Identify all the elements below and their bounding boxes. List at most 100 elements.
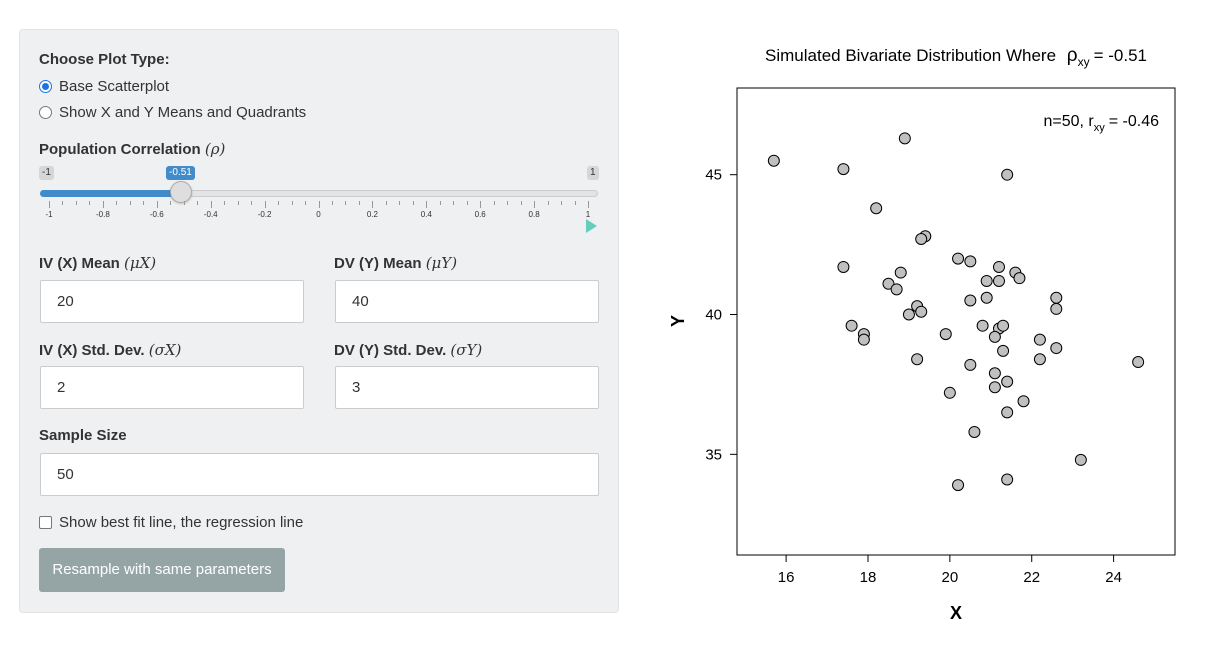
slider-tick-minor xyxy=(561,201,563,205)
slider-tick-minor xyxy=(224,201,226,205)
iv-mean-input[interactable]: 20 xyxy=(40,280,304,323)
radio-label: Base Scatterplot xyxy=(59,78,170,95)
data-point xyxy=(997,319,1010,332)
slider-tick-major xyxy=(534,201,536,208)
data-point xyxy=(980,291,993,304)
data-point xyxy=(988,367,1001,380)
slider-tick-minor xyxy=(116,201,118,205)
slider-tick-major xyxy=(426,201,428,208)
correlation-label-text: Population Correlation xyxy=(39,141,201,158)
slider-tick-minor xyxy=(507,201,509,205)
slider-tick-minor xyxy=(358,201,360,205)
radio-button-selected[interactable] xyxy=(39,80,52,93)
slider-tick-label: -0.4 xyxy=(203,210,218,219)
data-point xyxy=(1033,353,1046,366)
best-fit-checkbox[interactable] xyxy=(39,516,52,529)
dv-sd-input[interactable]: 3 xyxy=(335,366,599,409)
radio-label: Show X and Y Means and Quadrants xyxy=(59,104,307,121)
data-point xyxy=(992,260,1005,273)
data-point xyxy=(1001,473,1014,486)
data-point xyxy=(964,294,977,307)
data-point xyxy=(943,386,956,399)
resample-button[interactable]: Resample with same parameters xyxy=(39,548,285,592)
slider-tick-label: 0.4 xyxy=(420,210,432,219)
best-fit-label: Show best fit line, the regression line xyxy=(59,514,304,531)
data-point xyxy=(976,319,989,332)
slider-tick-minor xyxy=(399,201,401,205)
y-tick-label: 40 xyxy=(705,307,722,324)
x-axis-label: X xyxy=(950,603,962,623)
slider-tick-minor xyxy=(143,201,145,205)
data-point xyxy=(1033,333,1046,346)
iv-mean-label-text: IV (X) Mean xyxy=(39,255,120,272)
slider-tick-label: 0.6 xyxy=(474,210,486,219)
x-tick-label: 16 xyxy=(778,569,795,586)
play-icon[interactable] xyxy=(586,219,597,233)
slider-tick-minor xyxy=(278,201,280,205)
data-point xyxy=(1074,453,1087,466)
data-point xyxy=(1050,342,1063,355)
slider-tick-major xyxy=(318,201,320,208)
data-point xyxy=(992,274,1005,287)
slider-tick-minor xyxy=(237,201,239,205)
data-point xyxy=(870,202,883,215)
data-point xyxy=(857,333,870,346)
x-tick-label: 24 xyxy=(1105,569,1122,586)
x-axis: 16 18 20 22 24 xyxy=(778,555,1122,586)
sample-size-input[interactable]: 50 xyxy=(40,453,599,496)
data-point xyxy=(915,305,928,318)
data-point xyxy=(915,233,928,246)
slider-tick-major xyxy=(372,201,374,208)
radio-base-scatterplot[interactable]: Base Scatterplot xyxy=(39,78,169,95)
slider-tick-minor xyxy=(170,201,172,205)
iv-mean-label: IV (X) Mean (μX) xyxy=(39,254,156,272)
data-point xyxy=(952,479,965,492)
slider-fill xyxy=(40,190,182,197)
data-point xyxy=(894,266,907,279)
slider-tick-label: 0.8 xyxy=(528,210,540,219)
data-point xyxy=(997,344,1010,357)
slider-tick-minor xyxy=(574,201,576,205)
dv-mean-input[interactable]: 40 xyxy=(335,280,599,323)
slider-tick-label: 0.2 xyxy=(366,210,378,219)
slider-tick-minor xyxy=(251,201,253,205)
dv-mean-symbol: (μY) xyxy=(425,254,458,272)
slider-tick-label: -0.8 xyxy=(95,210,110,219)
slider-tick-label: 1 xyxy=(585,210,591,219)
slider-value-label: -0.51 xyxy=(166,166,195,180)
y-axis: 35 40 45 xyxy=(705,167,737,463)
slider-tick-label: 0 xyxy=(316,210,321,219)
slider-tick-major xyxy=(102,201,104,208)
slider-max-label: 1 xyxy=(587,166,599,180)
slider-tick-minor xyxy=(412,201,414,205)
correlation-label: Population Correlation (ρ) xyxy=(39,140,225,158)
data-point xyxy=(898,132,911,145)
slider-tick-minor xyxy=(547,201,549,205)
data-point xyxy=(939,328,952,341)
slider-tick-minor xyxy=(89,201,91,205)
radio-means-quadrants[interactable]: Show X and Y Means and Quadrants xyxy=(39,104,306,121)
slider-tick-minor xyxy=(291,201,293,205)
radio-button[interactable] xyxy=(39,106,52,119)
data-point xyxy=(988,381,1001,394)
data-point xyxy=(837,260,850,273)
slider-handle[interactable] xyxy=(170,181,193,203)
data-point xyxy=(964,358,977,371)
x-tick-label: 18 xyxy=(860,569,877,586)
x-tick-label: 20 xyxy=(942,569,959,586)
slider-tick-major xyxy=(156,201,158,208)
data-points xyxy=(767,132,1145,492)
slider-tick-minor xyxy=(466,201,468,205)
slider-tick-minor xyxy=(331,201,333,205)
iv-sd-input[interactable]: 2 xyxy=(40,366,304,409)
slider-tick-minor xyxy=(62,201,64,205)
slider-min-label: -1 xyxy=(39,166,54,180)
slider-tick-minor xyxy=(453,201,455,205)
data-point xyxy=(988,330,1001,343)
slider-tick-minor xyxy=(75,201,77,205)
slider-tick-major xyxy=(210,201,212,208)
sample-annotation: n=50, rxy = -0.46 xyxy=(1043,113,1159,134)
best-fit-checkbox-row[interactable]: Show best fit line, the regression line xyxy=(39,514,303,531)
data-point xyxy=(964,255,977,268)
dv-mean-label-text: DV (Y) Mean xyxy=(334,255,422,272)
